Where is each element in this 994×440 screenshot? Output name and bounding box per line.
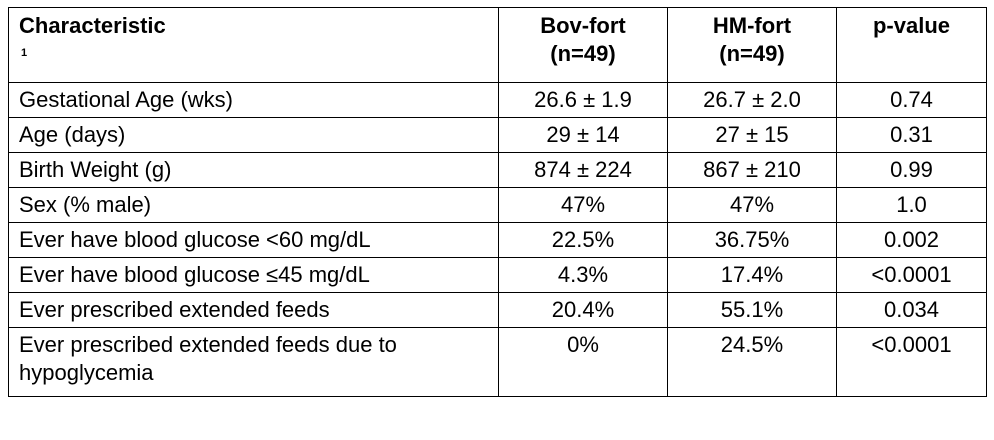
bov-fort-value: 0% [498, 327, 668, 397]
table-header-row: Characteristic 1 Bov-fort (n=49) HM-fort… [8, 7, 987, 83]
characteristics-table: Characteristic 1 Bov-fort (n=49) HM-fort… [8, 7, 987, 397]
bov-fort-value: 874 ± 224 [498, 152, 668, 188]
p-value-cell: <0.0001 [836, 257, 987, 293]
header-p-value-label: p-value [872, 13, 951, 38]
p-value-cell: 0.034 [836, 292, 987, 328]
p-value-cell: 0.99 [836, 152, 987, 188]
hm-fort-value: 36.75% [667, 222, 837, 258]
p-value-cell: 0.74 [836, 82, 987, 118]
table-row: Ever prescribed extended feeds 20.4% 55.… [8, 292, 987, 328]
hm-fort-value: 55.1% [667, 292, 837, 328]
p-value-cell: 0.31 [836, 117, 987, 153]
bov-fort-value: 20.4% [498, 292, 668, 328]
hm-fort-value: 24.5% [667, 327, 837, 397]
hm-fort-value: 867 ± 210 [667, 152, 837, 188]
characteristics-table-container: Characteristic 1 Bov-fort (n=49) HM-fort… [8, 7, 987, 397]
hm-fort-value: 47% [667, 187, 837, 223]
table-row: Ever have blood glucose ≤45 mg/dL 4.3% 1… [8, 257, 987, 293]
table-row: Gestational Age (wks) 26.6 ± 1.9 26.7 ± … [8, 82, 987, 118]
bov-fort-value: 29 ± 14 [498, 117, 668, 153]
hm-fort-value: 26.7 ± 2.0 [667, 82, 837, 118]
header-bov-fort: Bov-fort (n=49) [498, 7, 668, 83]
header-characteristic: Characteristic 1 [8, 7, 499, 83]
header-bov-fort-n: (n=49) [550, 41, 616, 66]
bov-fort-value: 4.3% [498, 257, 668, 293]
header-hm-fort-n: (n=49) [719, 41, 785, 66]
row-label: Sex (% male) [8, 187, 499, 223]
header-p-value: p-value [836, 7, 987, 83]
header-hm-fort: HM-fort (n=49) [667, 7, 837, 83]
table-row: Age (days) 29 ± 14 27 ± 15 0.31 [8, 117, 987, 153]
header-bov-fort-name: Bov-fort [540, 13, 626, 38]
hm-fort-value: 27 ± 15 [667, 117, 837, 153]
p-value-cell: <0.0001 [836, 327, 987, 397]
header-characteristic-label: Characteristic [19, 13, 166, 38]
table-row: Birth Weight (g) 874 ± 224 867 ± 210 0.9… [8, 152, 987, 188]
row-label: Ever prescribed extended feeds [8, 292, 499, 328]
p-value-cell: 1.0 [836, 187, 987, 223]
row-label: Age (days) [8, 117, 499, 153]
row-label: Gestational Age (wks) [8, 82, 499, 118]
bov-fort-value: 26.6 ± 1.9 [498, 82, 668, 118]
table-row: Ever have blood glucose <60 mg/dL 22.5% … [8, 222, 987, 258]
row-label: Ever have blood glucose <60 mg/dL [8, 222, 499, 258]
table-row: Ever prescribed extended feeds due to hy… [8, 327, 987, 397]
header-footnote-marker: 1 [21, 47, 28, 59]
table-row: Sex (% male) 47% 47% 1.0 [8, 187, 987, 223]
row-label: Birth Weight (g) [8, 152, 499, 188]
p-value-cell: 0.002 [836, 222, 987, 258]
bov-fort-value: 47% [498, 187, 668, 223]
bov-fort-value: 22.5% [498, 222, 668, 258]
hm-fort-value: 17.4% [667, 257, 837, 293]
row-label: Ever prescribed extended feeds due to hy… [8, 327, 499, 397]
header-hm-fort-name: HM-fort [712, 13, 792, 38]
row-label: Ever have blood glucose ≤45 mg/dL [8, 257, 499, 293]
